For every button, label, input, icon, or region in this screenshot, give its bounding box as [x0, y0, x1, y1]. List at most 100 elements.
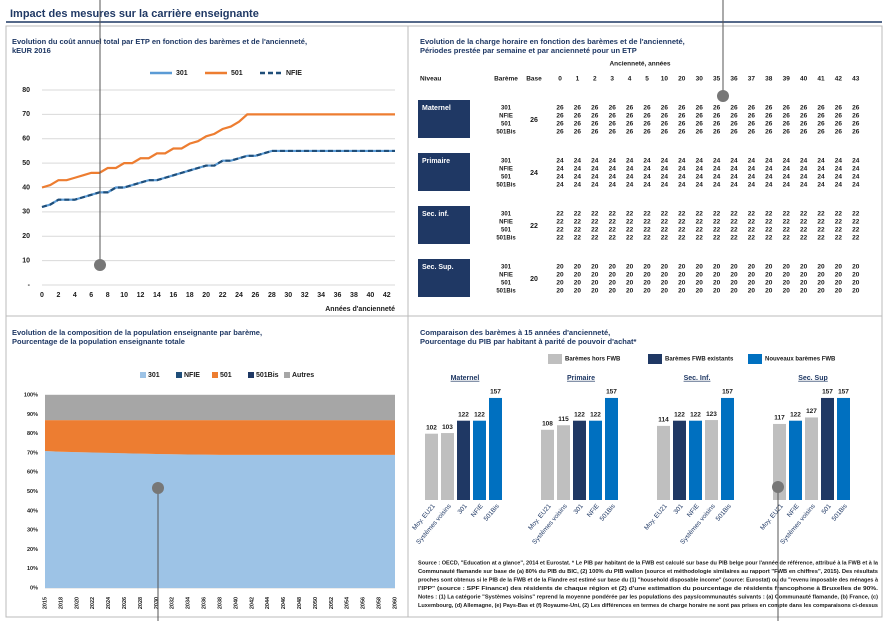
bareme-label: 501: [501, 281, 512, 287]
table-cell: 20: [713, 272, 721, 279]
table-cell: 22: [835, 219, 843, 226]
table-cell: 26: [626, 105, 634, 112]
table-cell: 26: [852, 105, 860, 112]
table-cell: 22: [730, 235, 738, 242]
bareme-label: 501Bis: [496, 130, 516, 136]
table-cell: 20: [800, 264, 808, 271]
table-cell: 24: [783, 182, 791, 189]
x-tick-label: 2034: [186, 596, 192, 609]
group-title: Sec. Inf.: [684, 375, 711, 382]
table-header: 3: [610, 76, 614, 83]
table-cell: 26: [765, 121, 773, 128]
table-cell: 24: [661, 158, 669, 165]
table-cell: 24: [574, 182, 582, 189]
table-cell: 22: [765, 219, 773, 226]
table-cell: 22: [730, 219, 738, 226]
table-cell: 20: [817, 272, 825, 279]
table-cell: 22: [696, 211, 704, 218]
table-cell: 24: [852, 174, 860, 181]
table-cell: 22: [626, 219, 634, 226]
legend-swatch: [176, 372, 182, 378]
table-cell: 24: [713, 158, 721, 165]
table-cell: 22: [574, 235, 582, 242]
bareme-label: 501Bis: [496, 236, 516, 242]
bareme-label: NFIE: [499, 220, 513, 226]
table-cell: 24: [835, 166, 843, 173]
table-cell: 22: [730, 227, 738, 234]
table-cell: 26: [609, 105, 617, 112]
table-cell: 22: [696, 227, 704, 234]
table-cell: 22: [678, 211, 686, 218]
table-cell: 20: [574, 272, 582, 279]
table-cell: 22: [713, 235, 721, 242]
table-cell: 26: [748, 121, 756, 128]
table-cell: 20: [678, 272, 686, 279]
bar: [425, 433, 438, 500]
table-cell: 24: [574, 174, 582, 181]
base-value: 20: [530, 276, 538, 283]
legend-swatch: [284, 372, 290, 378]
table-cell: 22: [574, 227, 582, 234]
legend-swatch: [212, 372, 218, 378]
table-cell: 26: [835, 129, 843, 136]
base-value: 26: [530, 117, 538, 124]
table-cell: 20: [713, 288, 721, 295]
bareme-label: NFIE: [499, 114, 513, 120]
table-cell: 20: [556, 264, 564, 271]
table-cell: 26: [817, 129, 825, 136]
bar-value-label: 157: [822, 389, 833, 396]
table-cell: 26: [800, 121, 808, 128]
table-cell: 22: [678, 227, 686, 234]
x-tick-label: 2015: [42, 597, 48, 609]
table-cell: 24: [765, 166, 773, 173]
bar-value-label: 115: [558, 416, 569, 423]
base-value: 22: [530, 223, 538, 230]
table-cell: 26: [678, 105, 686, 112]
bar: [705, 420, 718, 500]
bar: [605, 397, 618, 500]
y-tick-label: 20%: [27, 547, 38, 553]
bar: [789, 420, 802, 500]
bar-value-label: 122: [790, 411, 801, 418]
table-cell: 22: [713, 227, 721, 234]
bar: [689, 420, 702, 500]
x-tick-label: 2030: [154, 597, 160, 609]
table-cell: 26: [574, 129, 582, 136]
table-cell: 20: [626, 280, 634, 287]
bar: [673, 420, 686, 500]
table-cell: 22: [591, 235, 599, 242]
table-cell: 22: [765, 235, 773, 242]
table-cell: 22: [730, 211, 738, 218]
panel-title: Evolution de la charge horaire en foncti…: [420, 37, 685, 46]
x-tick-label: 36: [334, 292, 342, 299]
table-cell: 22: [574, 211, 582, 218]
legend-swatch: [140, 372, 146, 378]
table-cell: 22: [852, 219, 860, 226]
bar: [541, 429, 554, 500]
bar-value-label: 114: [658, 417, 669, 424]
table-cell: 24: [800, 182, 808, 189]
table-cell: 26: [556, 113, 564, 120]
source-note: Source : OECD, "Education at a glance", …: [418, 560, 878, 566]
table-cell: 22: [800, 211, 808, 218]
y-tick-label: 70: [22, 111, 30, 118]
table-cell: 26: [730, 113, 738, 120]
table-header: 43: [852, 76, 860, 83]
table-cell: 20: [661, 288, 669, 295]
panel-title: Evolution de la composition de la popula…: [12, 328, 262, 337]
x-tick-label: 0: [40, 292, 44, 299]
table-cell: 22: [609, 211, 617, 218]
table-header: 37: [748, 76, 756, 83]
table-cell: 24: [730, 166, 738, 173]
table-cell: 26: [835, 113, 843, 120]
table-header: 39: [783, 76, 791, 83]
table-cell: 26: [574, 113, 582, 120]
legend-label: 301: [176, 70, 188, 77]
table-cell: 24: [817, 174, 825, 181]
table-cell: 22: [556, 211, 564, 218]
table-cell: 24: [609, 158, 617, 165]
table-cell: 20: [556, 272, 564, 279]
legend-swatch: [548, 354, 562, 364]
table-cell: 20: [643, 288, 651, 295]
table-cell: 22: [591, 211, 599, 218]
